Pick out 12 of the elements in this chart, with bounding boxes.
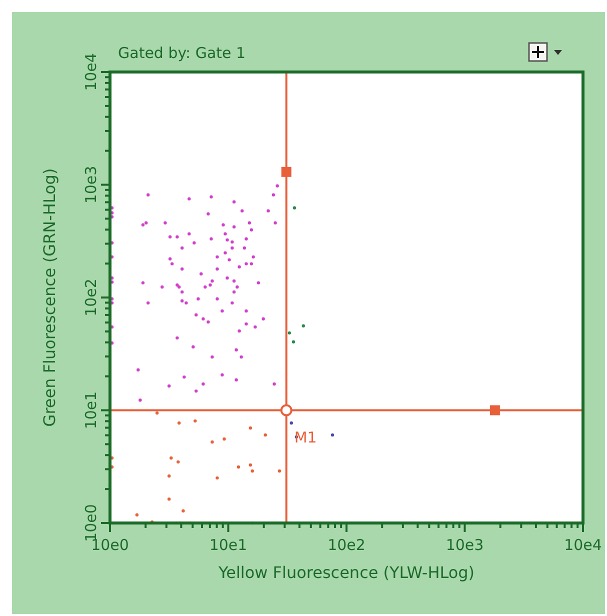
y-axis-title: Green Fluorescence (GRN-HLog) — [40, 168, 59, 427]
annotation: M1 — [294, 428, 317, 446]
x-tick-label: 10e1 — [209, 536, 248, 554]
chart-title: Gated by: Gate 1 — [118, 44, 246, 62]
x-tick-label: 10e2 — [328, 536, 366, 554]
y-tick-label: 10e4 — [82, 53, 100, 91]
x-tick-label: 10e3 — [446, 536, 484, 554]
y-tick-label: 10e3 — [82, 166, 100, 204]
x-tick-label: 10e4 — [564, 536, 602, 554]
y-tick-label: 10e2 — [82, 278, 100, 316]
x-axis-title: Yellow Fluorescence (YLW-HLog) — [217, 563, 475, 582]
y-tick-label: 10e1 — [82, 391, 100, 430]
